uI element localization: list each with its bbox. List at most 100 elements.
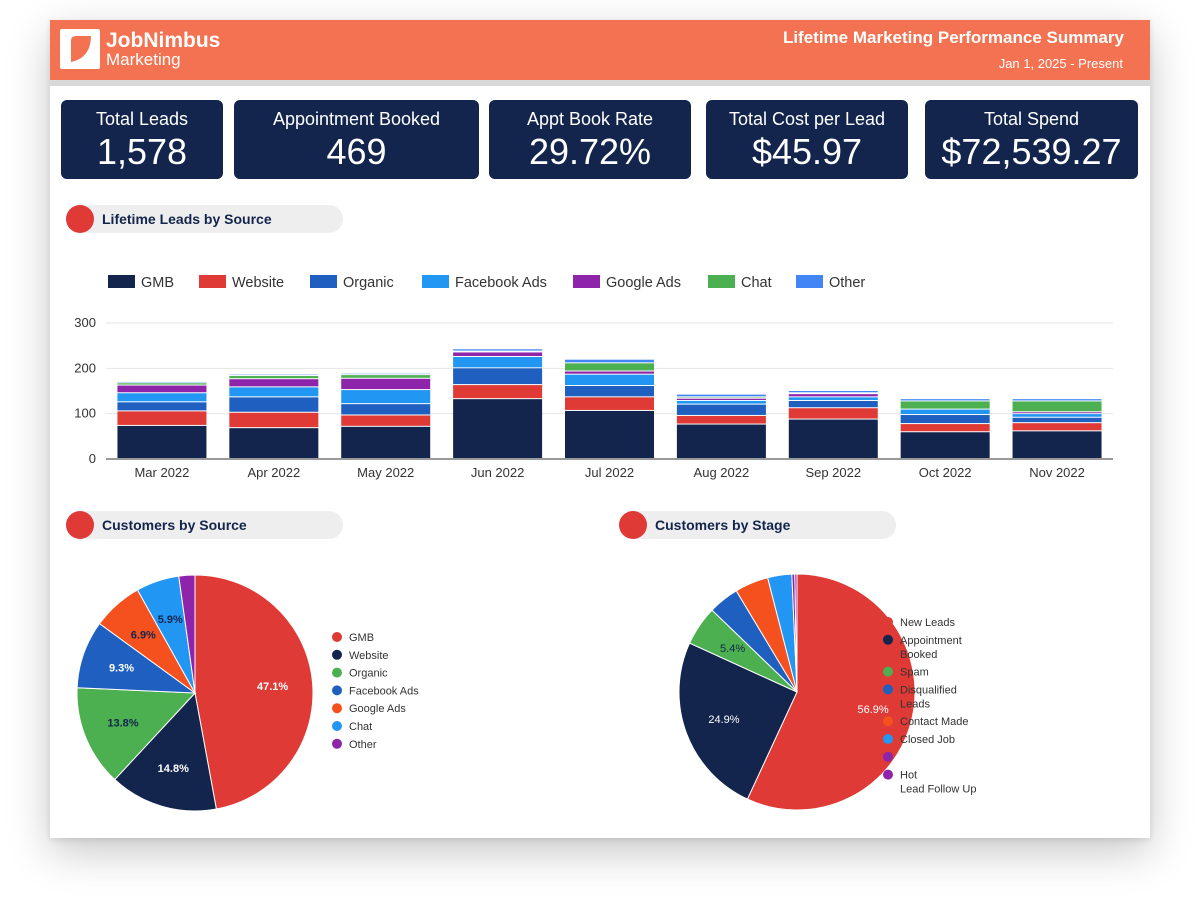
bar-segment[interactable] xyxy=(341,378,431,390)
pie-slice[interactable] xyxy=(678,642,798,800)
legend-label: Other xyxy=(349,739,377,751)
legend-dot xyxy=(332,632,342,642)
bar-segment[interactable] xyxy=(229,379,319,387)
bar-segment[interactable] xyxy=(117,383,207,385)
date-range[interactable]: Jan 1, 2025 - Present xyxy=(998,56,1123,71)
bar-segment[interactable] xyxy=(341,426,431,458)
bar-segment[interactable] xyxy=(900,424,990,432)
pie-slice[interactable] xyxy=(178,574,196,694)
bar-segment[interactable] xyxy=(788,394,878,397)
dashboard-card: JobNimbus Marketing Lifetime Marketing P… xyxy=(50,20,1150,838)
section-title: Customers by Source xyxy=(102,517,247,533)
bar-segment[interactable] xyxy=(1012,417,1102,423)
bar-segment[interactable] xyxy=(900,401,990,409)
bar-segment[interactable] xyxy=(900,399,990,401)
bar-segment[interactable] xyxy=(229,387,319,397)
legend-item[interactable]: Hot Lead Follow Up xyxy=(883,769,976,796)
x-tick-label: May 2022 xyxy=(357,465,414,480)
legend-dot xyxy=(332,667,342,678)
bar-segment[interactable] xyxy=(229,376,319,379)
pie-slice[interactable] xyxy=(746,573,916,811)
bar-segment[interactable] xyxy=(565,374,654,386)
legend-item[interactable]: Spam xyxy=(883,666,929,679)
bar-segment[interactable] xyxy=(117,411,207,425)
bar-segment[interactable] xyxy=(453,385,543,399)
bar-segment[interactable] xyxy=(676,398,766,400)
legend-item[interactable]: Closed Job xyxy=(883,734,955,746)
bar-segment[interactable] xyxy=(229,412,319,428)
legend-item[interactable]: Chat xyxy=(332,721,372,733)
bar-segment[interactable] xyxy=(341,415,431,426)
bar-segment[interactable] xyxy=(565,410,654,458)
legend-item[interactable]: Facebook Ads xyxy=(332,685,419,697)
bar-segment[interactable] xyxy=(341,375,431,378)
bar-segment[interactable] xyxy=(341,390,431,404)
pie-slice[interactable] xyxy=(194,574,314,810)
legend-dot xyxy=(332,721,342,731)
bar-segment[interactable] xyxy=(788,408,878,419)
legend-item[interactable]: GMB xyxy=(332,632,374,644)
legend-label: Organic xyxy=(349,668,388,680)
bar-segment[interactable] xyxy=(229,397,319,412)
legend-item[interactable]: Appointment Booked xyxy=(883,634,962,661)
bar-segment[interactable] xyxy=(788,400,878,408)
legend-item[interactable]: Contact Made xyxy=(883,716,968,728)
pie-slice[interactable] xyxy=(794,573,798,693)
kpi-label: Appt Book Rate xyxy=(526,109,654,129)
bar-segment[interactable] xyxy=(676,424,766,458)
bar-segment[interactable] xyxy=(900,432,990,458)
bar-segment[interactable] xyxy=(900,415,990,424)
bar-segment[interactable] xyxy=(1012,423,1102,431)
legend-item[interactable]: Other xyxy=(332,738,377,751)
bar-segment[interactable] xyxy=(565,371,654,374)
bar-segment[interactable] xyxy=(453,399,543,458)
slice-label: 5.9% xyxy=(158,614,183,626)
legend-item[interactable]: Google Ads xyxy=(332,703,406,715)
bar-segment[interactable] xyxy=(341,404,431,415)
bar-segment[interactable] xyxy=(117,393,207,402)
bar-segment[interactable] xyxy=(565,363,654,371)
bar-segment[interactable] xyxy=(117,402,207,411)
bar-segment[interactable] xyxy=(453,368,543,385)
bar-segment[interactable] xyxy=(676,400,766,404)
section-dot-icon xyxy=(66,205,94,233)
legend-item[interactable]: Chat xyxy=(708,275,772,291)
bar-segment[interactable] xyxy=(1012,401,1102,412)
legend-item[interactable]: Disqualified Leads xyxy=(883,684,957,710)
legend-item[interactable]: Other xyxy=(796,275,865,291)
legend-item[interactable]: New Leads xyxy=(883,617,956,629)
bar-segment[interactable] xyxy=(1012,412,1102,414)
legend-item[interactable]: Organic xyxy=(310,275,394,291)
pie-slice[interactable] xyxy=(76,687,197,781)
legend-item[interactable]: GMB xyxy=(108,275,174,291)
legend-label: Website xyxy=(232,275,284,291)
bar-segment[interactable] xyxy=(565,359,654,363)
bar-segment[interactable] xyxy=(676,404,766,415)
bar-segment[interactable] xyxy=(453,349,543,351)
bar-segment[interactable] xyxy=(1012,399,1102,401)
legend-item[interactable]: Organic xyxy=(332,667,388,680)
bar-segment[interactable] xyxy=(565,386,654,397)
bar-segment[interactable] xyxy=(1012,414,1102,417)
bar-segment[interactable] xyxy=(676,415,766,424)
legend-item[interactable] xyxy=(883,751,893,762)
brand-name: JobNimbus xyxy=(106,29,221,52)
bar-segment[interactable] xyxy=(117,425,207,458)
legend-item[interactable]: Website xyxy=(199,275,284,291)
bar-segment[interactable] xyxy=(676,394,766,397)
bar-segment[interactable] xyxy=(117,385,207,393)
bar-segment[interactable] xyxy=(788,391,878,393)
pie-slice[interactable] xyxy=(114,691,217,812)
legend-item[interactable]: Website xyxy=(332,649,389,662)
legend-swatch xyxy=(108,275,135,288)
bar-segment[interactable] xyxy=(788,419,878,458)
bar-segment[interactable] xyxy=(229,428,319,458)
legend-item[interactable]: Facebook Ads xyxy=(422,275,547,291)
bar-segment[interactable] xyxy=(900,409,990,415)
bar-segment[interactable] xyxy=(453,352,543,356)
legend-item[interactable]: Google Ads xyxy=(573,275,681,291)
bar-segment[interactable] xyxy=(565,397,654,410)
bar-segment[interactable] xyxy=(453,357,543,368)
bar-segment[interactable] xyxy=(1012,431,1102,458)
bar-segment[interactable] xyxy=(788,397,878,400)
